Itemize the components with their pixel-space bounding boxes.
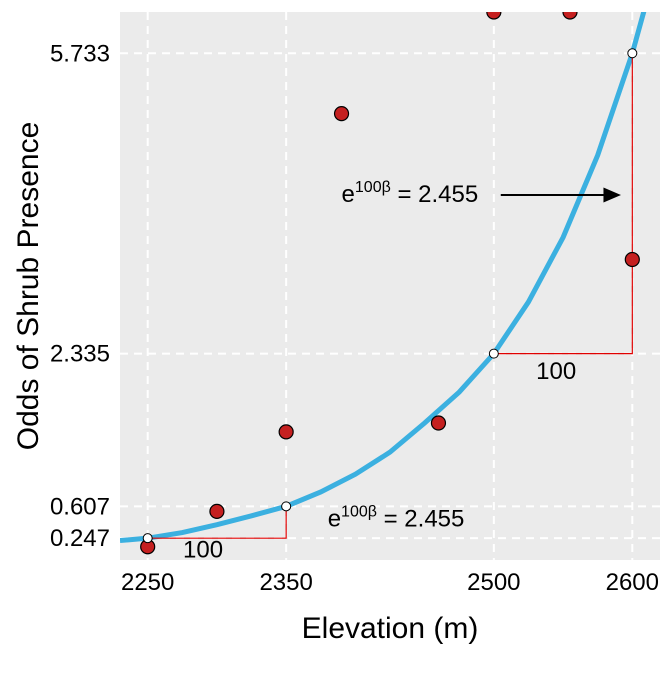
- y-tick-label: 0.607: [50, 493, 110, 520]
- x-tick-label: 2500: [467, 569, 520, 596]
- chart-container: 2250 2350 2500 2600 0.247 0.607 2.335 5.733 Elev…: [0, 0, 672, 672]
- data-point: [279, 425, 293, 439]
- y-tick-label: 5.733: [50, 40, 110, 67]
- run-label-upper: 100: [536, 358, 576, 385]
- data-point: [625, 252, 639, 266]
- x-tick-label: 2350: [259, 569, 312, 596]
- run-label-lower: 100: [183, 536, 223, 563]
- x-tick-label: 2600: [606, 569, 659, 596]
- x-axis-title: Elevation (m): [302, 612, 479, 645]
- chart-svg: 2250 2350 2500 2600 0.247 0.607 2.335 5.733 Elev…: [0, 0, 672, 672]
- data-point: [210, 504, 224, 518]
- data-point: [431, 416, 445, 430]
- delta-marker: [143, 534, 152, 543]
- delta-marker: [628, 49, 637, 58]
- data-point: [335, 107, 349, 121]
- delta-marker: [282, 502, 291, 511]
- y-tick-label: 2.335: [50, 341, 110, 368]
- y-tick-label: 0.247: [50, 525, 110, 552]
- delta-marker: [489, 349, 498, 358]
- y-axis-title: Odds of Shrub Presence: [12, 122, 45, 451]
- data-point: [487, 5, 501, 19]
- data-point: [563, 5, 577, 19]
- plot-panel: [120, 12, 660, 560]
- x-tick-label: 2250: [121, 569, 174, 596]
